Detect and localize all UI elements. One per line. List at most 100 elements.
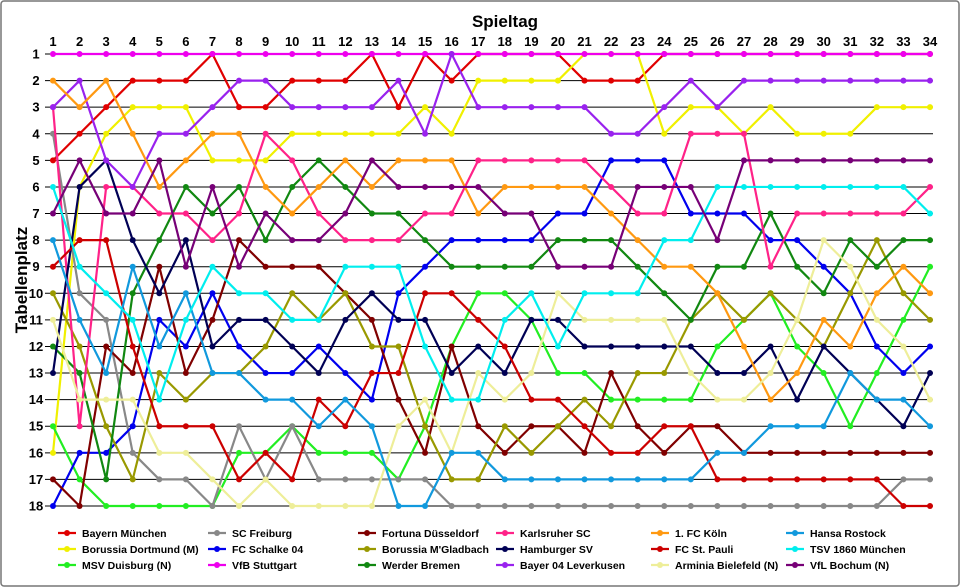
data-point [634, 210, 641, 217]
data-point [129, 51, 136, 57]
data-point [554, 183, 561, 190]
data-point [740, 183, 747, 190]
data-point [156, 449, 163, 456]
data-point [395, 290, 402, 297]
data-point [873, 104, 880, 111]
data-point [794, 503, 801, 509]
data-point [634, 157, 641, 164]
y-tick-label: 16 [29, 445, 43, 460]
data-point [76, 130, 83, 137]
data-point [847, 183, 854, 190]
data-point [315, 183, 322, 190]
data-point [315, 316, 322, 323]
data-point [129, 370, 136, 377]
data-point [368, 210, 375, 217]
x-tick-labels: 1 2 3 4 5 6 7 8 9 10 11 12 13 14 15 16 17 18 19 20 21 22 23 24 2… [49, 34, 938, 49]
data-point [687, 237, 694, 244]
data-point [927, 316, 933, 323]
x-tick-label: 9 [262, 34, 269, 49]
series-line [51, 52, 932, 189]
data-point [209, 157, 216, 164]
series-line [51, 239, 932, 508]
data-point [794, 130, 801, 137]
data-point [262, 316, 269, 323]
data-point [289, 210, 296, 217]
data-point [475, 183, 482, 190]
legend-item: Werder Bremen [358, 560, 460, 572]
y-tick-label: 1 [32, 47, 39, 62]
data-point [103, 130, 110, 137]
data-point [342, 396, 349, 403]
data-point [262, 51, 269, 57]
data-point [448, 77, 455, 84]
data-point [315, 104, 322, 111]
x-tick-label: 23 [630, 34, 644, 49]
data-point [368, 370, 375, 377]
legend-label: Arminia Bielefeld (N) [675, 560, 778, 572]
data-point [448, 263, 455, 270]
data-point [475, 210, 482, 217]
data-point [794, 343, 801, 350]
data-point [634, 343, 641, 350]
data-point [368, 449, 375, 456]
data-point [50, 343, 56, 350]
x-tick-label: 3 [103, 34, 110, 49]
legend-item: TSV 1860 München [786, 544, 906, 556]
legend-item: Borussia M'Gladbach [358, 544, 489, 556]
data-point [873, 316, 880, 323]
x-tick-label: 32 [870, 34, 884, 49]
data-point [581, 370, 588, 377]
data-point [687, 104, 694, 111]
series-line [51, 132, 932, 508]
data-point [182, 130, 189, 137]
series-13 [50, 237, 933, 509]
legend-swatch-point [502, 546, 508, 552]
data-point [76, 396, 83, 403]
data-point [900, 370, 907, 377]
data-point [740, 396, 747, 403]
data-point [634, 51, 641, 57]
data-point [927, 210, 933, 217]
data-point [209, 503, 216, 509]
data-point [820, 449, 827, 456]
data-point [900, 77, 907, 84]
data-point [581, 104, 588, 111]
data-point [182, 290, 189, 297]
data-point [528, 263, 535, 270]
data-point [422, 51, 429, 57]
data-point [315, 343, 322, 350]
data-point [794, 316, 801, 323]
data-point [820, 263, 827, 270]
data-point [76, 423, 83, 430]
data-point [76, 449, 83, 456]
data-point [767, 423, 774, 430]
data-point [714, 423, 721, 430]
data-point [50, 370, 56, 377]
data-point [262, 343, 269, 350]
data-point [661, 423, 668, 430]
data-point [820, 476, 827, 483]
data-point [236, 210, 243, 217]
data-point [103, 423, 110, 430]
data-point [262, 290, 269, 297]
data-point [608, 476, 615, 483]
data-point [767, 237, 774, 244]
legend-label: 1. FC Köln [675, 528, 727, 540]
series-15 [50, 237, 933, 509]
data-point [475, 476, 482, 483]
legend-swatch-point [364, 562, 370, 568]
data-point [422, 183, 429, 190]
data-point [368, 237, 375, 244]
data-point [501, 476, 508, 483]
data-point [475, 157, 482, 164]
data-point [422, 423, 429, 430]
data-point [820, 237, 827, 244]
x-tick-label: 19 [524, 34, 538, 49]
data-point [395, 503, 402, 509]
x-tick-label: 31 [843, 34, 857, 49]
data-point [820, 343, 827, 350]
data-point [820, 77, 827, 84]
data-point [927, 370, 933, 377]
data-point [847, 503, 854, 509]
